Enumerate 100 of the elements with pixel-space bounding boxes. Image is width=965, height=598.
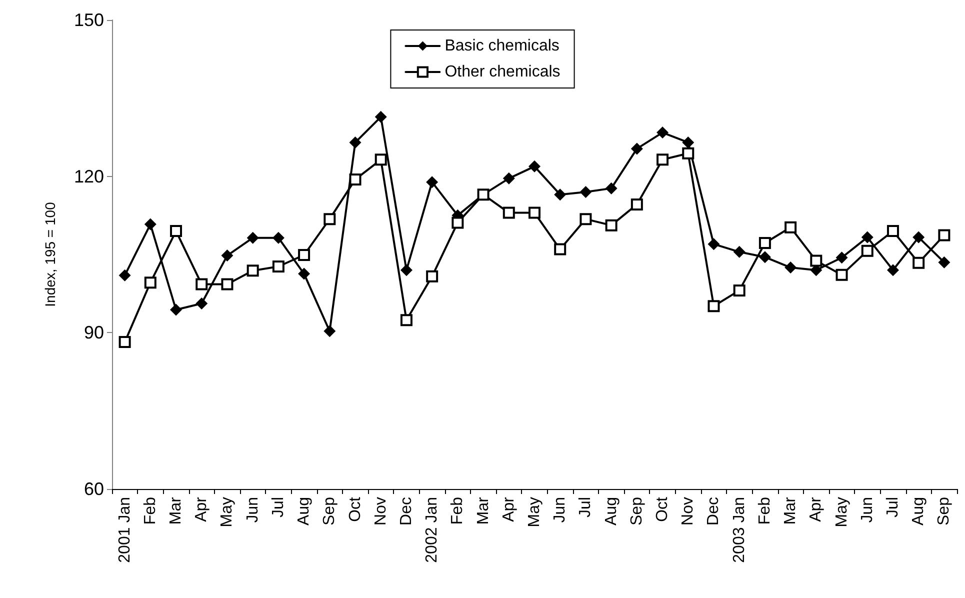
x-tick-label: Feb [449,496,466,525]
point [144,276,156,289]
x-tick-label: Aug [602,497,620,526]
point [758,251,771,264]
point [912,256,925,269]
x-tick-label: Mar [782,496,800,525]
x-tick-label: May [526,497,543,528]
x-tick-label: Mar [474,496,492,525]
point [886,264,899,276]
legend-label: Other chemicals [444,64,560,80]
x-tick-label: Jul [577,497,594,518]
x-tick-label: Dec [705,497,722,526]
point [810,254,822,267]
point [605,182,618,194]
x-tick-label: Jun [244,497,262,523]
x-tick-label: Jun [858,497,876,523]
point [554,188,566,201]
point [349,173,362,186]
point [221,250,234,262]
point [246,264,259,277]
x-tick-label: Sep [321,496,338,526]
x-tick-label: Apr [193,496,210,522]
point [272,232,284,244]
x-tick-label: Nov [680,497,697,526]
point [502,172,515,184]
point [938,229,950,242]
point [656,154,669,166]
point [528,160,540,172]
point [580,186,592,198]
point [144,218,156,230]
x-tick-label: Aug [910,497,928,526]
point [196,278,208,290]
point [682,136,694,148]
y-tick-label: 120 [74,166,104,186]
point [349,136,362,148]
point [758,237,771,250]
point [400,314,412,326]
x-tick-label: Feb [142,496,159,525]
point [708,300,720,312]
x-tick-label: Jul [884,497,902,518]
point [118,269,131,282]
x-tick-label: May [218,497,236,528]
x-tick-label: Oct [346,496,364,522]
point [861,244,874,257]
x-tick-label: Nov [372,497,390,526]
point [324,325,336,338]
point [298,249,310,262]
point [426,176,438,188]
x-tick-label: Dec [398,497,415,526]
point [170,225,182,238]
x-tick-label: Sep [628,496,646,526]
x-tick-label: 2002 Jan [424,497,441,563]
y-tick-label: 150 [74,10,104,30]
x-tick-label: Oct [654,496,672,522]
point [861,231,874,244]
point [170,304,182,316]
point [528,206,540,219]
y-axis-title: Index, 195 = 100 [42,202,58,307]
point [656,126,669,139]
point [580,213,592,226]
x-tick-label: Jun [552,497,569,523]
point [912,231,925,244]
x-tick-label: Aug [296,497,313,526]
point [682,147,694,160]
point [708,238,720,250]
point [784,262,797,274]
point [630,198,643,210]
y-tick-label: 60 [84,479,104,499]
point [374,154,387,166]
point [554,243,566,256]
point [784,221,797,234]
x-tick-label: Jul [270,497,287,518]
x-tick-label: Feb [756,496,774,525]
legend-label: Basic chemicals [444,38,560,54]
point [733,284,746,296]
x-tick-label: Mar [168,496,185,525]
point [221,278,234,290]
x-tick-label: Apr [808,496,825,522]
point [938,256,950,268]
point [836,268,848,281]
x-tick-label: Apr [500,496,518,522]
point [246,232,259,244]
x-tick-label: 2003 Jan [730,497,748,563]
point [836,252,848,264]
x-tick-label: 2001 Jan [116,497,134,563]
point [733,246,746,258]
point [400,264,412,276]
point [630,142,643,155]
x-tick-label: May [833,497,850,528]
x-tick-label: Sep [936,496,953,526]
point [298,268,310,280]
y-tick-label: 90 [84,322,104,343]
point [452,216,464,229]
point [426,270,438,282]
point [324,213,336,226]
point [502,206,515,219]
point [118,336,131,348]
point [272,260,284,272]
point [605,219,618,232]
point [374,110,387,123]
